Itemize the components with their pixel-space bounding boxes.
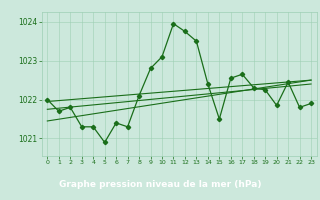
Text: Graphe pression niveau de la mer (hPa): Graphe pression niveau de la mer (hPa) (59, 180, 261, 189)
